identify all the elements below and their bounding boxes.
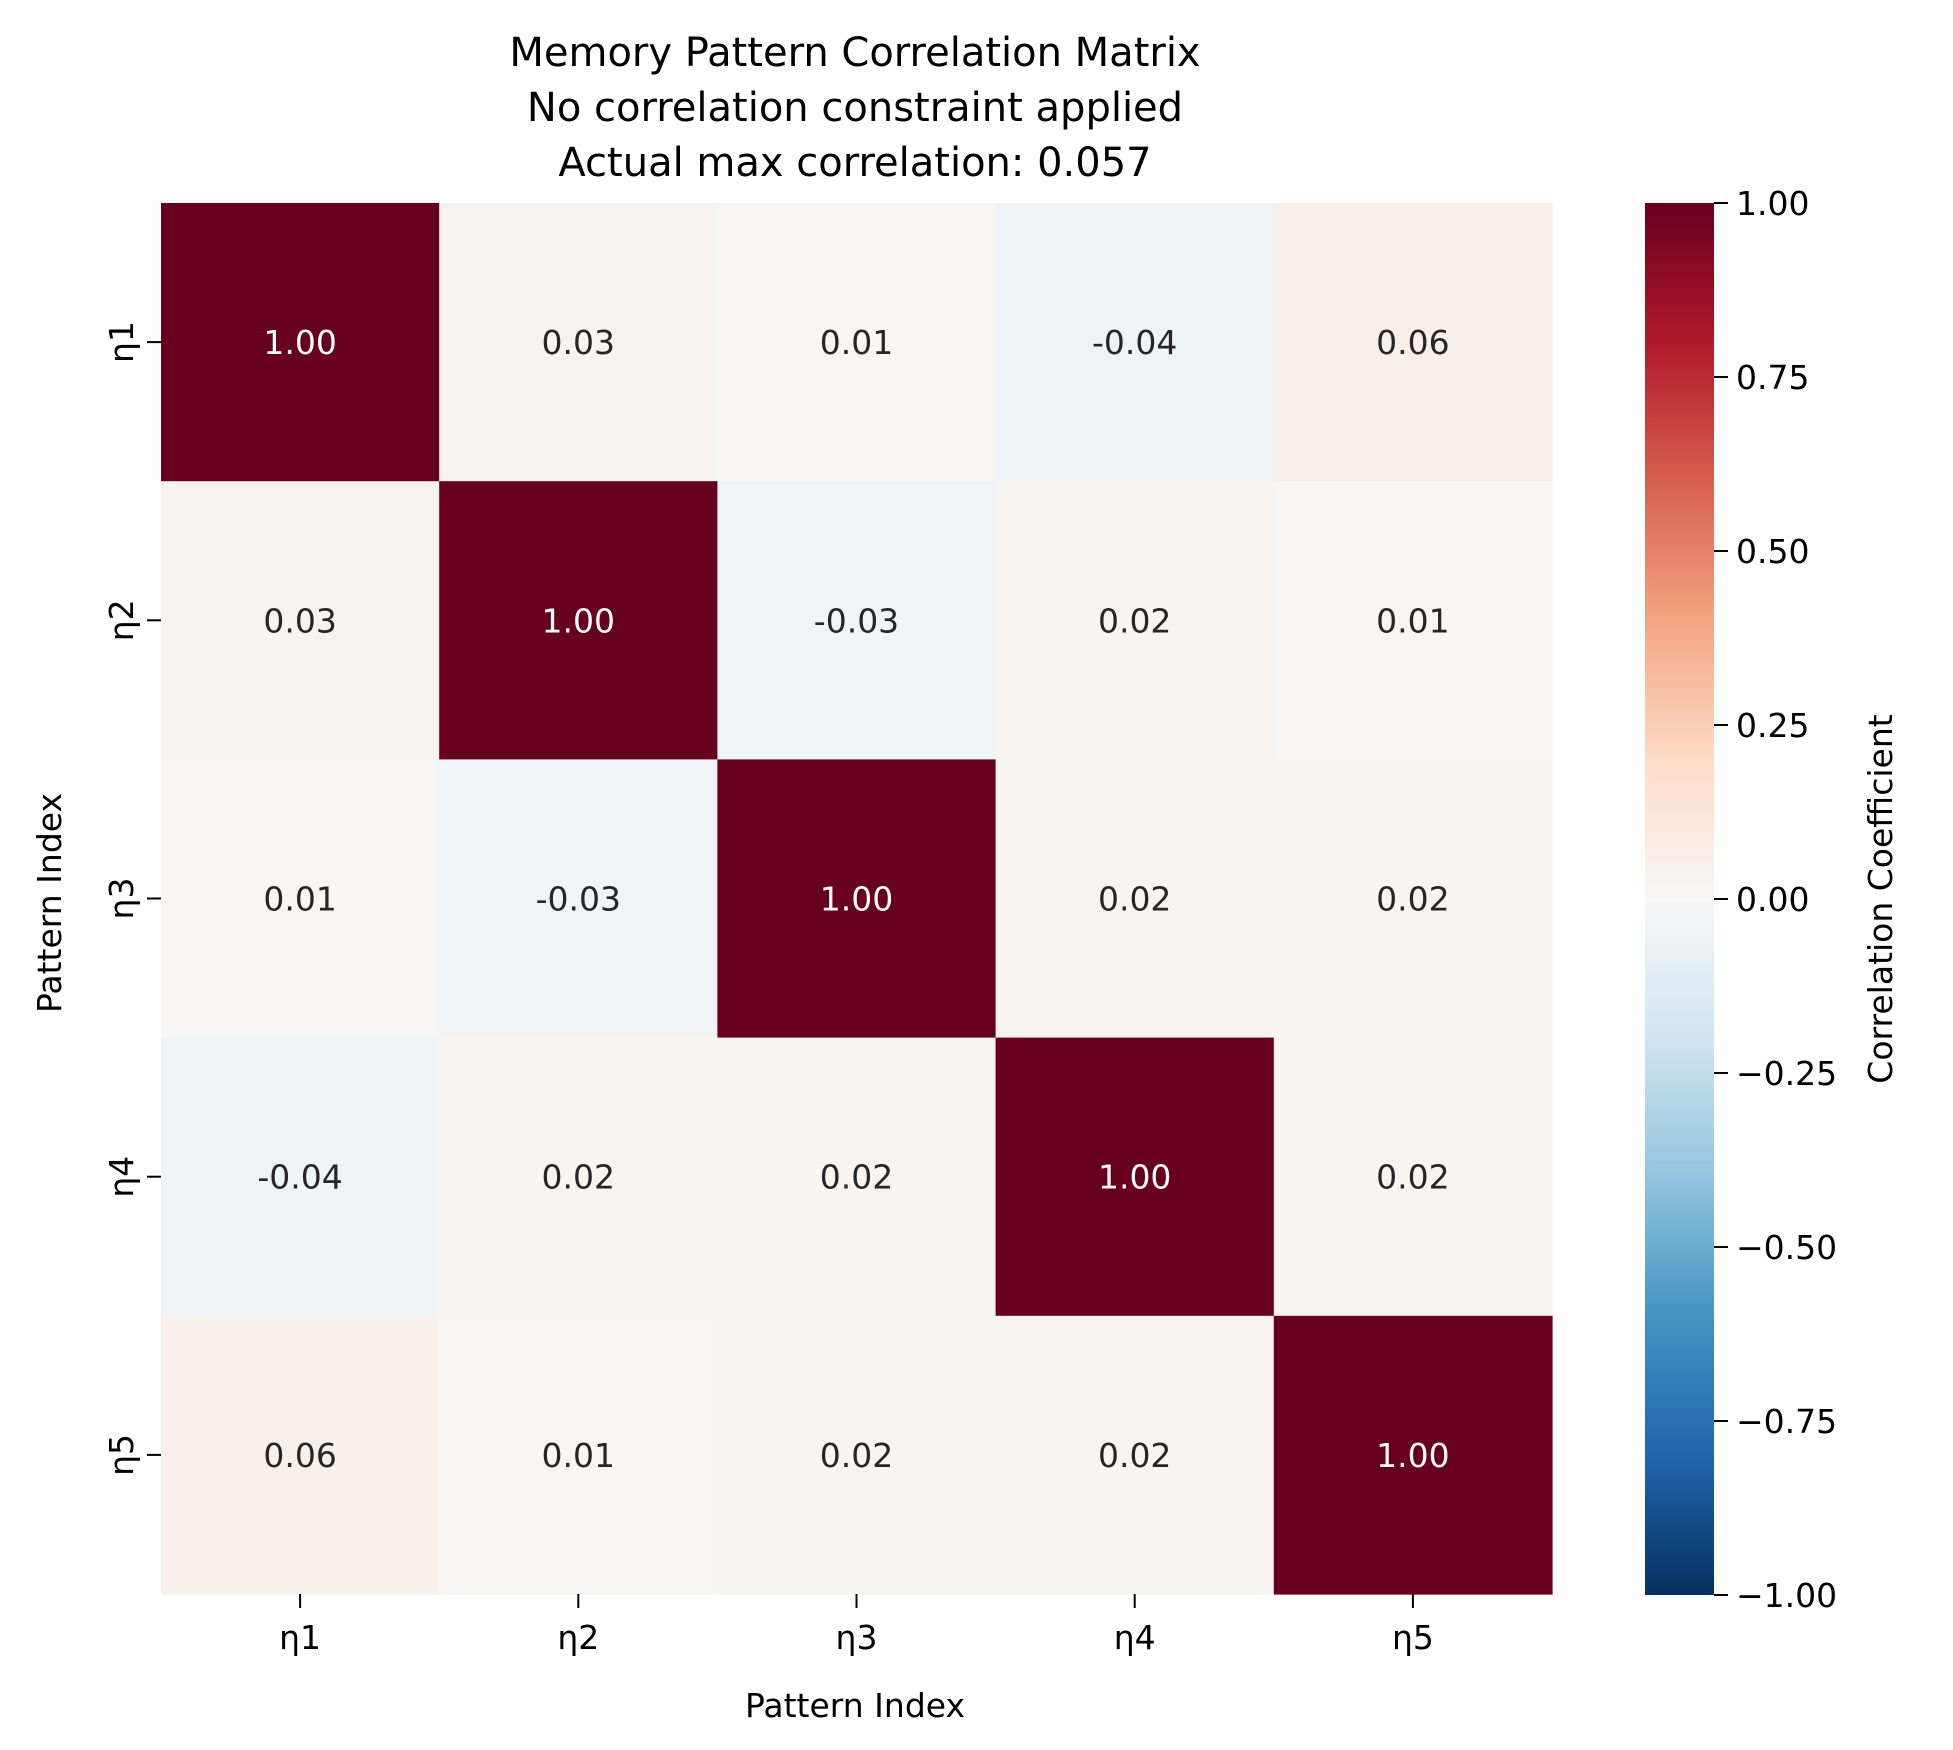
colorbar-ticks: 1.00 0.75 0.50 0.25 0.00 −0.25 −0.50 −0.75 −1.00 (1714, 184, 1837, 1615)
y-tick-label: η3 (102, 878, 141, 920)
colorbar-tick-label: 0.75 (1736, 358, 1809, 397)
cell-value-label: 1.00 (820, 880, 893, 919)
heatmap-cell (717, 759, 997, 1039)
colorbar-tick-label: 0.50 (1736, 532, 1809, 571)
heatmap-cell (1273, 1315, 1553, 1595)
cell-value-label: 1.00 (1376, 1436, 1449, 1475)
heatmap-cell (717, 481, 997, 760)
cell-value-label: -0.04 (257, 1158, 342, 1197)
heatmap-cell (439, 1037, 718, 1317)
heatmap-cell (1273, 203, 1553, 482)
cell-value-label: 0.03 (542, 323, 615, 362)
heatmap-cell (161, 1315, 440, 1595)
heatmap-cell (439, 759, 718, 1039)
colorbar-tick-label: 0.00 (1736, 880, 1809, 919)
cell-value-label: -0.04 (1092, 323, 1177, 362)
heatmap-cell (717, 203, 997, 482)
heatmap-cell (161, 481, 440, 760)
x-tick-label: η2 (557, 1618, 599, 1657)
y-tick-label: η1 (102, 321, 141, 363)
heatmap-cell (717, 1037, 997, 1317)
colorbar-tick-label: 1.00 (1736, 184, 1809, 223)
heatmap-cell (717, 1315, 997, 1595)
colorbar (1645, 203, 1714, 1595)
cell-value-label: 0.01 (263, 880, 336, 919)
heatmap-cell (439, 481, 718, 760)
cell-value-label: 0.06 (1376, 323, 1449, 362)
y-axis-label: Pattern Index (30, 793, 69, 1013)
cell-value-label: 0.01 (542, 1436, 615, 1475)
y-tick-label: η5 (102, 1434, 141, 1476)
y-tick-label: η4 (102, 1156, 141, 1198)
heatmap-cell (1273, 1037, 1553, 1317)
heatmap-cell (995, 1315, 1275, 1595)
cell-value-label: 0.02 (1376, 880, 1449, 919)
x-axis: η1 η2 η3 η4 η5 (279, 1594, 1434, 1657)
x-axis-label: Pattern Index (745, 1686, 965, 1725)
heatmap-cell (439, 203, 718, 482)
cell-value-label: -0.03 (536, 880, 621, 919)
heatmap-cell (995, 759, 1275, 1039)
colorbar-tick-label: −0.25 (1736, 1054, 1837, 1093)
title-line-3: Actual max correlation: 0.057 (558, 140, 1151, 186)
x-tick-label: η4 (1114, 1618, 1156, 1657)
cell-value-label: 0.02 (1098, 1436, 1171, 1475)
heatmap-cell (161, 759, 440, 1039)
y-axis: η1 η2 η3 η4 η5 (102, 321, 161, 1476)
cell-value-label: 0.02 (1098, 601, 1171, 640)
title-line-1: Memory Pattern Correlation Matrix (509, 30, 1200, 76)
x-tick-label: η1 (279, 1618, 321, 1657)
title-line-2: No correlation constraint applied (527, 85, 1183, 131)
cell-value-label: 1.00 (542, 601, 615, 640)
heatmap-cell (1273, 481, 1553, 760)
cell-value-label: 1.00 (263, 323, 336, 362)
cell-value-label: 0.02 (1098, 880, 1171, 919)
colorbar-tick-label: −0.50 (1736, 1228, 1837, 1267)
heatmap-cell (161, 203, 440, 482)
cell-value-label: 0.02 (820, 1436, 893, 1475)
chart-title: Memory Pattern Correlation Matrix No cor… (509, 30, 1200, 186)
cell-value-label: 0.01 (1376, 601, 1449, 640)
y-tick-label: η2 (102, 599, 141, 641)
cell-value-label: -0.03 (814, 601, 899, 640)
cell-value-label: 0.06 (263, 1436, 336, 1475)
heatmap-cell (439, 1315, 718, 1595)
cell-value-label: 0.02 (542, 1158, 615, 1197)
colorbar-tick-label: 0.25 (1736, 706, 1809, 745)
heatmap-cells: 1.00 0.03 0.01 -0.04 0.06 0.03 1.00 -0.03 0.02 0.… (161, 203, 1553, 1595)
x-tick-label: η5 (1392, 1618, 1434, 1657)
colorbar-label: Correlation Coefficient (1861, 714, 1900, 1083)
x-tick-label: η3 (836, 1618, 878, 1657)
cell-value-label: 0.02 (820, 1158, 893, 1197)
colorbar-tick-label: −1.00 (1736, 1576, 1837, 1615)
heatmap-cell (995, 203, 1275, 482)
colorbar-tick-label: −0.75 (1736, 1402, 1837, 1441)
cell-value-label: 1.00 (1098, 1158, 1171, 1197)
heatmap-cell (161, 1037, 440, 1317)
heatmap-cell (1273, 759, 1553, 1039)
heatmap-cell (995, 1037, 1275, 1317)
cell-value-label: 0.02 (1376, 1158, 1449, 1197)
cell-value-label: 0.01 (820, 323, 893, 362)
heatmap-cell (995, 481, 1275, 760)
cell-value-label: 0.03 (263, 601, 336, 640)
